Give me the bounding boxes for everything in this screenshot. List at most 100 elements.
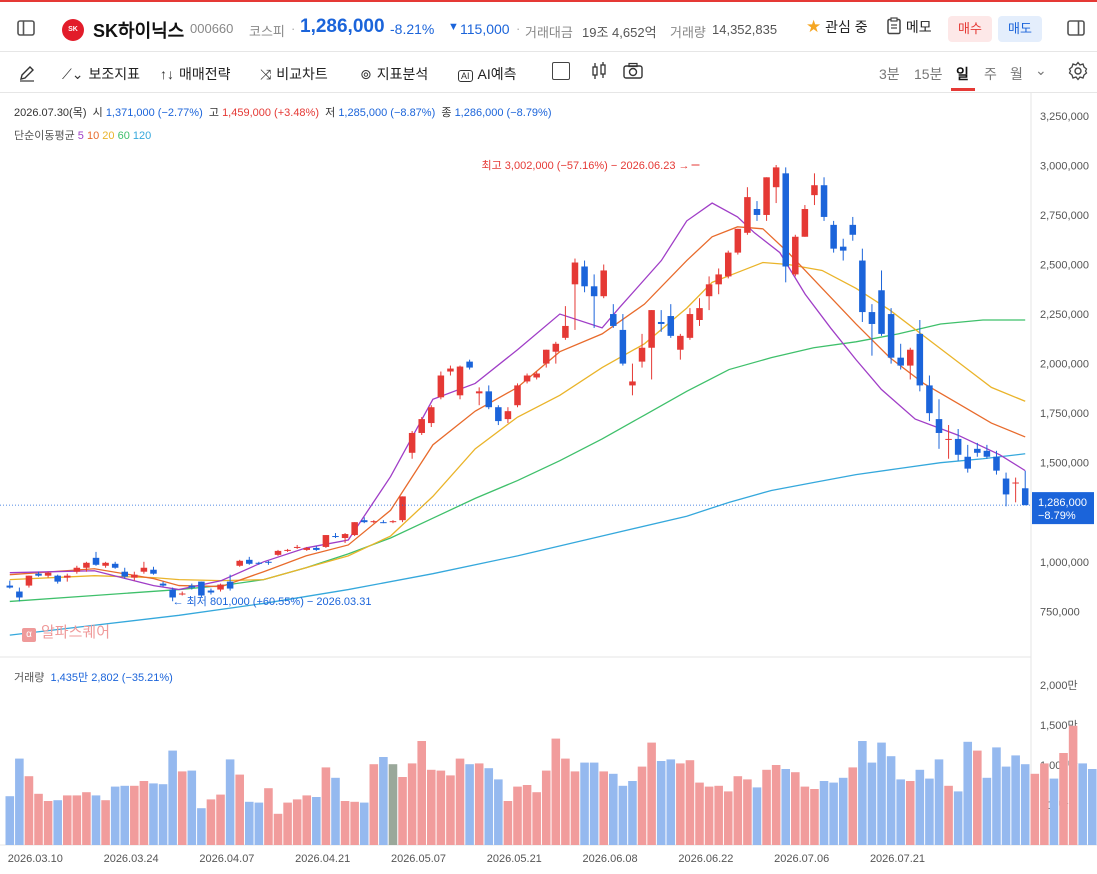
- price-tick-label: 1,000,000: [1040, 557, 1089, 569]
- price-chart[interactable]: 3,250,000 3,000,000 2,750,000 2,500,000 2,25…: [0, 93, 1097, 874]
- price-tick-label: 2,750,000: [1040, 210, 1089, 222]
- separator-dot: ·: [516, 21, 521, 36]
- moving-average-legend[interactable]: 단순이동평균 5 10 20 60 120: [14, 127, 151, 143]
- volume-bar: [714, 785, 723, 845]
- candle-body: [705, 284, 713, 297]
- volume-bar: [168, 750, 177, 845]
- volume-bar: [628, 781, 637, 845]
- line-chart-toggle[interactable]: [552, 62, 570, 83]
- indicator-icon: ⟋⌄: [62, 66, 84, 82]
- volume-bar: [197, 808, 206, 845]
- volume-bar: [139, 781, 149, 845]
- chevron-down-icon[interactable]: ⌄: [1035, 62, 1047, 78]
- candle-body: [916, 333, 924, 386]
- candle-type-button[interactable]: [590, 61, 608, 84]
- volume-bar: [800, 786, 810, 845]
- candle-date: 2026.07.30(목): [14, 107, 87, 119]
- ma5-legend: 5: [77, 130, 84, 142]
- trade-amount-label: 거래대금: [525, 25, 573, 40]
- period-15min[interactable]: 15분: [914, 66, 943, 82]
- volume-bar: [637, 766, 647, 845]
- favorite-button[interactable]: ★ 관심 중: [806, 17, 868, 37]
- candle-body: [744, 197, 751, 233]
- candle-body: [1002, 478, 1010, 495]
- candle-body: [542, 349, 550, 364]
- candle-body: [667, 316, 675, 336]
- date-tick-label: 2026.05.07: [391, 853, 446, 865]
- candle-body: [859, 260, 866, 313]
- volume-bar: [149, 783, 158, 845]
- volume-bar: [101, 800, 110, 845]
- candle-body: [1021, 488, 1029, 506]
- candle-body: [456, 366, 464, 396]
- candle-body: [322, 535, 330, 547]
- period-day[interactable]: 일: [956, 66, 969, 82]
- drawing-tool-button[interactable]: [18, 64, 36, 85]
- volume-bar: [953, 791, 963, 845]
- strategy-button[interactable]: ↑↓ 매매전략: [160, 64, 231, 84]
- volume-bar: [522, 785, 532, 845]
- volume-bar: [446, 775, 455, 845]
- volume-bar: [743, 779, 752, 845]
- candle-body: [562, 325, 569, 338]
- candle-body: [293, 546, 301, 548]
- candle-body: [226, 581, 234, 589]
- chart-settings-button[interactable]: [1068, 61, 1088, 84]
- volume-info-label: 거래량: [14, 672, 45, 684]
- period-month[interactable]: 월: [1010, 66, 1023, 82]
- volume-bar: [570, 771, 580, 845]
- candle-body: [830, 224, 837, 249]
- volume-bar: [944, 785, 953, 845]
- volume-bar: [455, 758, 465, 845]
- analysis-label: 지표분석: [376, 66, 429, 82]
- ma20-line: [9, 261, 1026, 582]
- candle-body: [926, 385, 933, 414]
- candle-body: [35, 573, 42, 576]
- sidebar-toggle-icon[interactable]: [16, 2, 36, 52]
- separator-dot: ·: [291, 21, 296, 36]
- trade-amount-value: 19조 4,652억: [582, 25, 657, 40]
- ma120-line: [9, 453, 1026, 636]
- candle-body: [150, 569, 157, 574]
- volume-bar: [379, 757, 388, 845]
- volume-bar: [819, 781, 829, 845]
- candle-body: [418, 419, 425, 433]
- candle-body: [715, 274, 722, 285]
- volume-bar: [1030, 773, 1040, 845]
- price-tick-label: 3,250,000: [1040, 111, 1089, 123]
- indicators-label: 보조지표: [88, 66, 141, 82]
- memo-button[interactable]: 메모: [886, 17, 932, 37]
- volume-bar: [896, 779, 905, 845]
- ai-predict-button[interactable]: AI AI예측: [458, 64, 517, 84]
- period-week[interactable]: 주: [984, 66, 997, 82]
- panel-toggle-icon[interactable]: [1066, 2, 1086, 52]
- compare-button[interactable]: ⤨ 비교차트: [260, 64, 328, 84]
- volume-bar: [177, 771, 187, 845]
- screenshot-button[interactable]: [622, 61, 644, 84]
- candle-body: [552, 343, 560, 352]
- candle-body: [6, 585, 14, 588]
- stock-name[interactable]: SK하이닉스: [93, 21, 185, 41]
- volume-bar: [666, 759, 676, 845]
- analysis-button[interactable]: ⊚ 지표분석: [360, 64, 428, 84]
- volume-label: 거래량: [670, 25, 706, 40]
- period-3min[interactable]: 3분: [879, 66, 900, 82]
- candle-body: [140, 567, 148, 572]
- volume-bar: [15, 758, 24, 845]
- sell-button[interactable]: 매도: [998, 16, 1042, 42]
- volume-value: 14,352,835: [712, 22, 778, 37]
- ma5-line: [9, 202, 1026, 591]
- volume-bar: [1087, 769, 1097, 845]
- camera-icon: [623, 62, 643, 79]
- candle-body: [399, 496, 406, 521]
- volume-bar: [973, 750, 982, 845]
- volume-bar: [676, 763, 685, 845]
- candle-body: [1012, 482, 1019, 484]
- favorite-label: 관심 중: [825, 19, 868, 35]
- indicators-button[interactable]: ⟋⌄ 보조지표: [62, 64, 140, 84]
- volume-bar: [359, 802, 369, 845]
- candle-body: [600, 270, 607, 297]
- min-annotation: ← 최저 801,000 (+60.55%) − 2026.03.31: [173, 595, 372, 608]
- volume-bar: [225, 759, 235, 845]
- buy-button[interactable]: 매수: [948, 16, 992, 42]
